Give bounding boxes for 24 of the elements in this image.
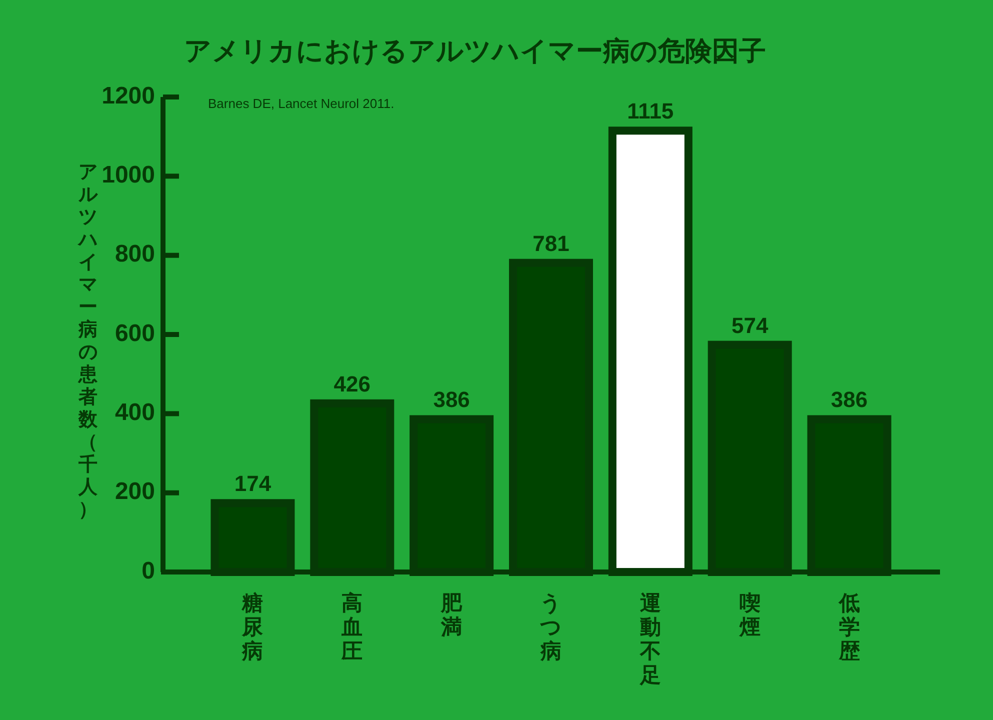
data-label: 1115 <box>627 98 674 124</box>
data-label: 781 <box>532 230 570 256</box>
data-label: 174 <box>234 471 272 496</box>
text: アルツハイマー病の患者数（千人） <box>78 161 98 520</box>
x-tick-label: 肥満 <box>440 591 464 639</box>
x-tick-label: 糖尿病 <box>241 591 264 663</box>
data-label: 574 <box>732 312 769 338</box>
chart-title: アメリカにおけるアルツハイマー病の危険因子 <box>184 36 766 67</box>
y-tick-label: 600 <box>114 320 155 347</box>
y-tick-label: 1200 <box>102 82 155 110</box>
x-tick-label: 高血圧 <box>340 591 363 663</box>
x-tick-label: うつ病 <box>540 591 562 663</box>
y-tick-label: 800 <box>114 240 155 268</box>
y-tick-label: 1000 <box>102 162 155 189</box>
data-label: 386 <box>830 387 868 412</box>
data-label: 386 <box>433 387 470 412</box>
y-tick-label: 400 <box>114 399 155 426</box>
x-tick-label: 喫煙 <box>738 591 760 639</box>
x-tick-label: 低学歴 <box>838 591 860 663</box>
y-tick-label: 0 <box>142 557 155 584</box>
annotation: Barnes DE, Lancet Neurol 2011. <box>208 96 394 111</box>
x-tick-label: 運動不足 <box>638 591 661 687</box>
y-tick-label: 200 <box>114 478 155 506</box>
data-label: 426 <box>334 371 370 396</box>
